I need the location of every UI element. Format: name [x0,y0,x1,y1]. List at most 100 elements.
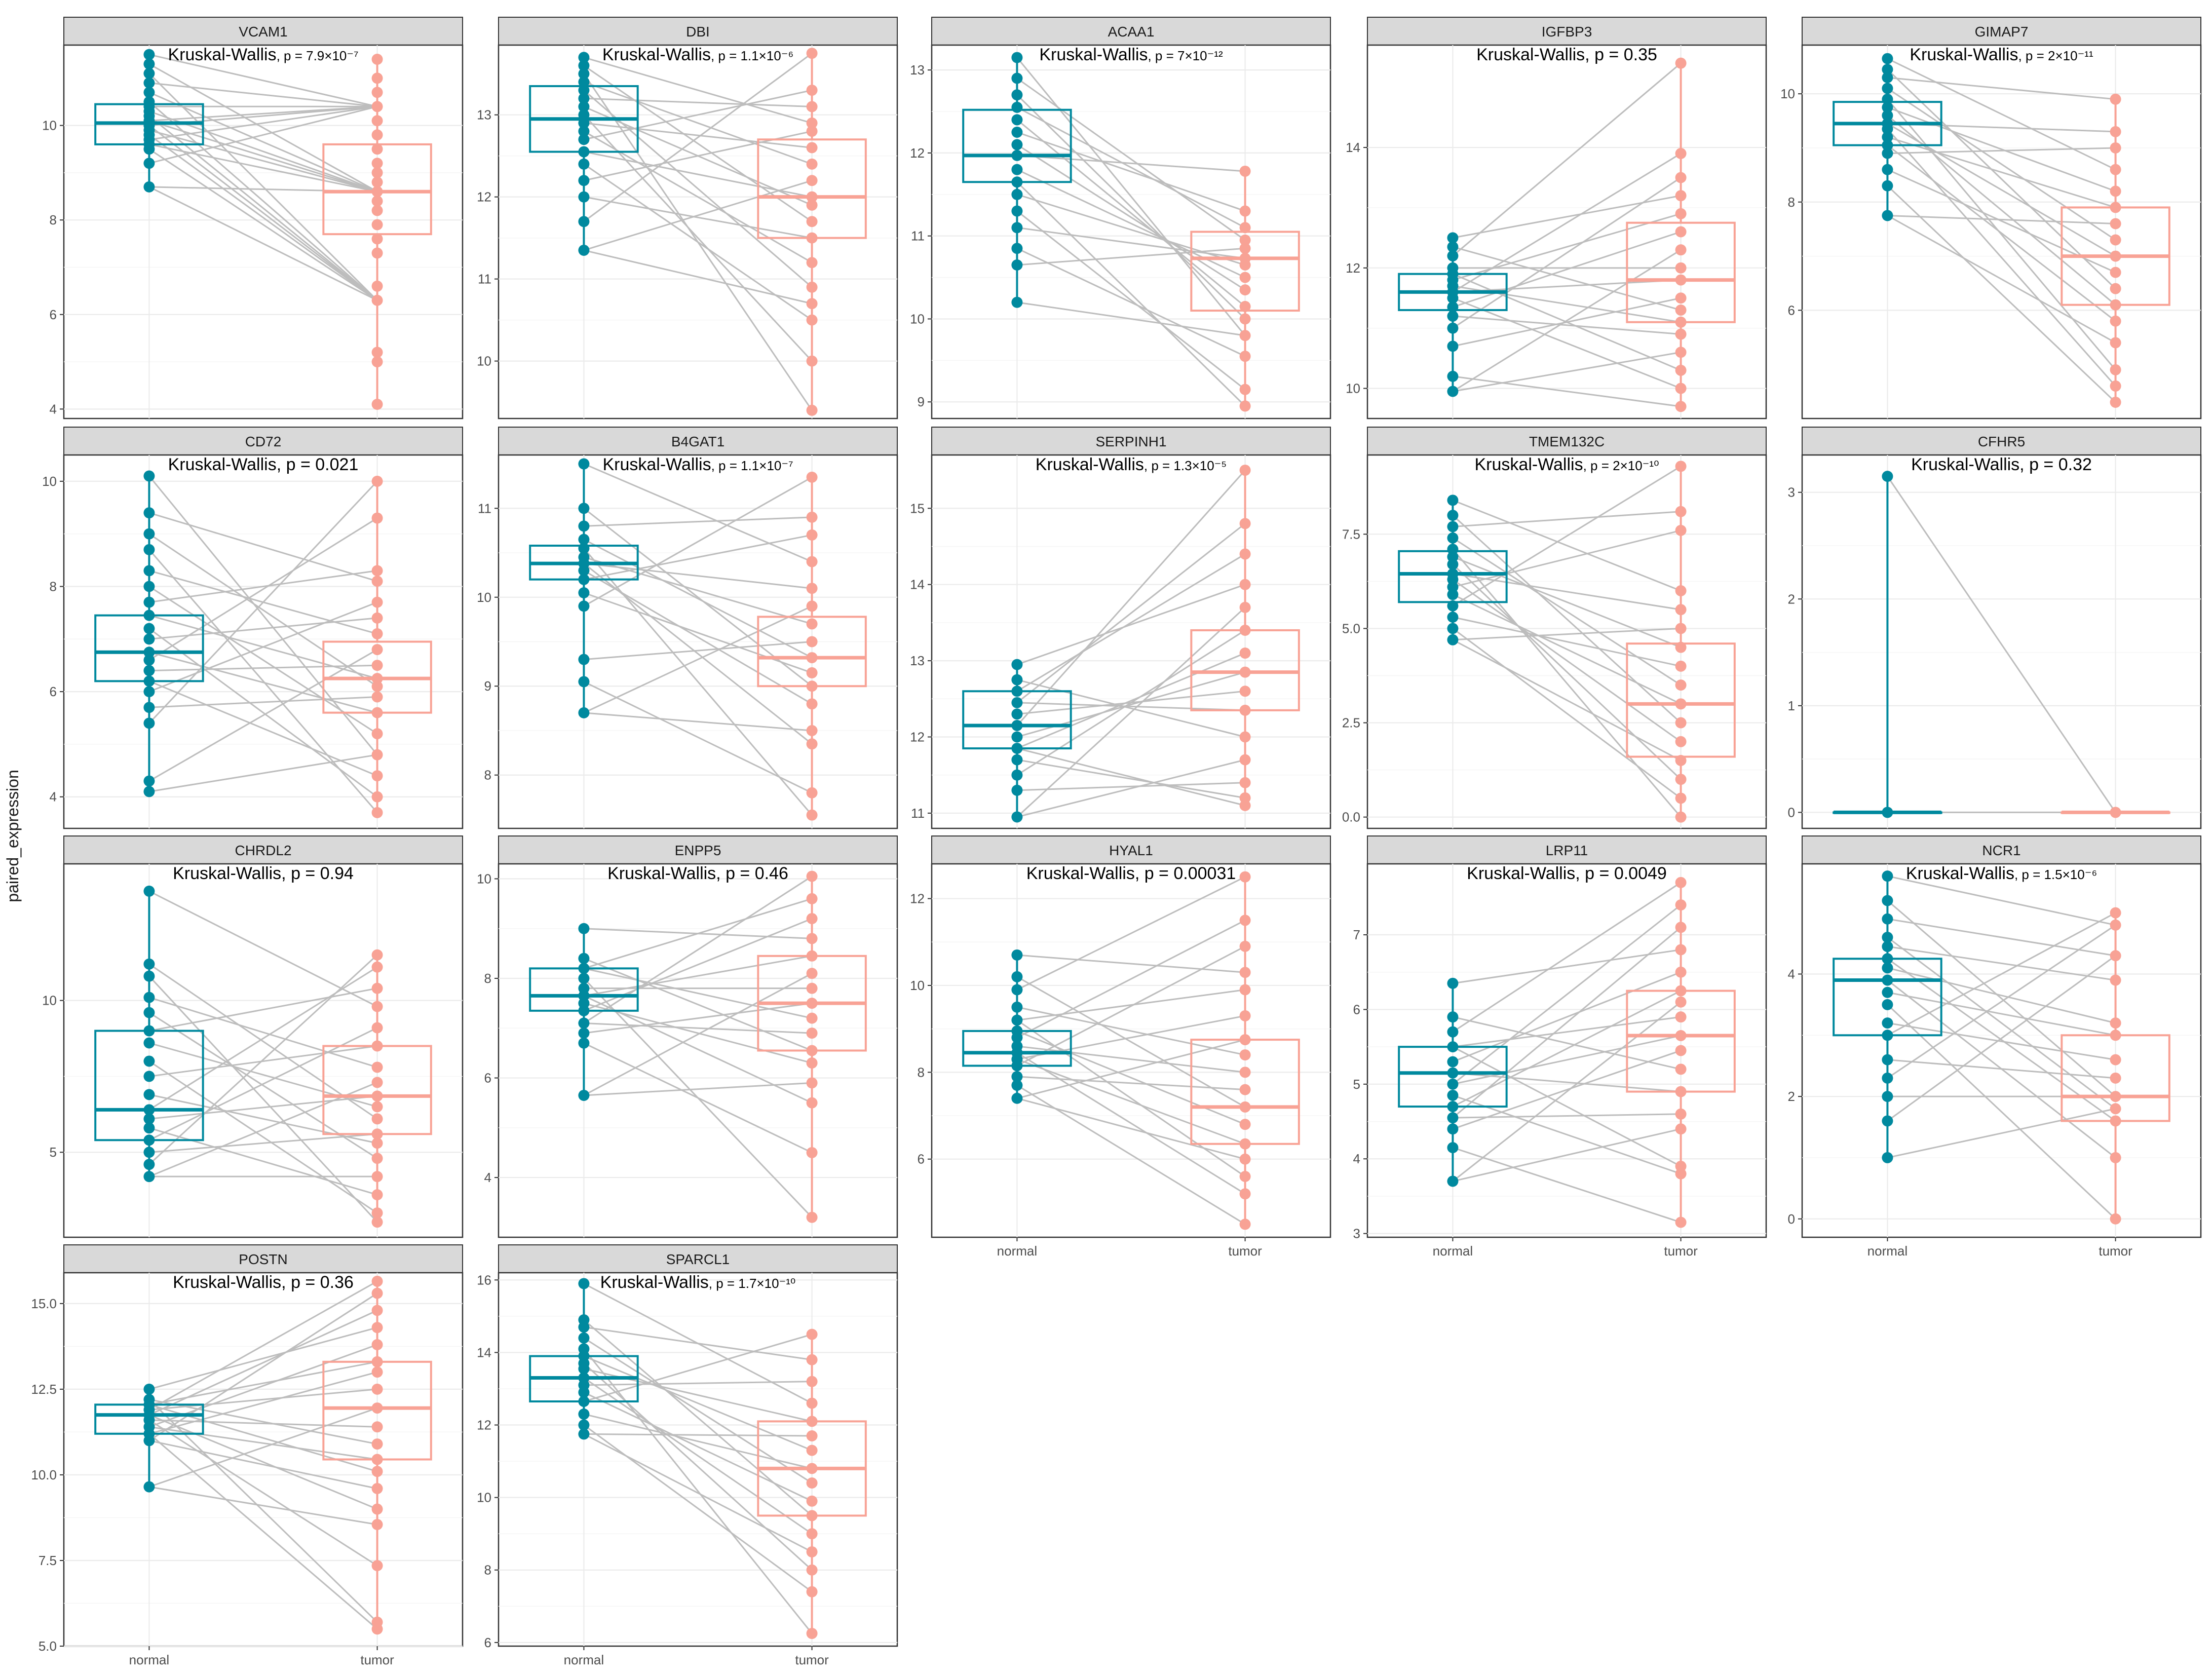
point-normal [578,953,590,964]
point-tumor [371,565,383,577]
point-tumor [2110,1017,2121,1029]
point-normal [578,520,590,532]
point-tumor [1675,792,1687,804]
point-tumor [371,1101,383,1113]
strip-header [63,835,463,864]
point-tumor [806,1477,818,1489]
y-tick-label: 10 [1346,381,1360,396]
pair-line [583,130,813,263]
point-tumor [2110,267,2121,278]
point-tumor [1675,461,1687,472]
point-normal [578,68,590,80]
point-tumor [1675,1216,1687,1228]
test-name: Kruskal-Wallis [1906,864,2014,883]
p-value: , p = 7×10⁻¹² [1148,48,1223,63]
point-tumor [1675,190,1687,202]
point-normal [1882,118,1893,129]
pair-line [1017,247,1245,266]
test-name: Kruskal-Wallis [600,1273,709,1292]
pair-line [583,463,813,562]
y-tick-label: 2.5 [1342,715,1360,731]
pair-line [148,134,378,301]
point-tumor [1239,754,1251,766]
y-tick-label: 6 [484,1635,491,1650]
pair-line [584,56,812,124]
point-normal [143,654,155,666]
p-value: , p = 0.35 [1585,45,1657,64]
point-tumor [371,1077,383,1088]
pair-line [584,1381,812,1386]
point-tumor [1675,811,1687,823]
point-tumor [371,1454,383,1465]
point-normal [578,1372,590,1384]
point-tumor [806,667,818,678]
point-tumor [371,72,383,84]
x-tick-label: tumor [360,1652,394,1667]
point-tumor [371,247,383,259]
point-normal [578,1028,590,1039]
test-annotation: Kruskal-Wallis, p = 0.00031 [1026,864,1236,883]
pair-line [148,186,378,301]
point-normal [1011,72,1023,84]
pair-line [148,63,378,193]
panel-postn: POSTN 5.0 7.5 10.0 12.5 15.0 Kruskal-Wallis, p… [31,1244,464,1667]
y-tick-label: 10 [477,590,491,605]
point-tumor [371,1383,383,1395]
point-tumor [371,1113,383,1125]
point-tumor [806,1546,818,1557]
point-normal [578,574,590,585]
pair-line [148,148,378,301]
strip-title: VCAM1 [239,24,287,40]
point-tumor [806,355,818,367]
pair-line [1016,247,1246,357]
pair-line [1016,119,1246,308]
pair-line [583,1337,813,1484]
point-normal [578,503,590,514]
point-tumor [806,1077,818,1089]
pair-line [1453,529,1681,588]
point-normal [1882,807,1893,818]
point-normal [1882,147,1893,159]
pair-line [1016,1019,1246,1177]
panel-background [1801,863,2202,1238]
point-normal [1882,941,1893,953]
strip-title: HYAL1 [1109,843,1153,858]
y-tick-label: 1 [1788,698,1795,713]
strip-header [498,835,898,864]
point-normal [143,970,155,982]
point-normal [143,158,155,169]
pair-line [148,1060,378,1214]
point-tumor [371,1216,383,1228]
test-annotation: Kruskal-Wallis, p = 0.94 [173,864,354,883]
test-annotation: Kruskal-Wallis, p = 1.7×10⁻¹⁰ [600,1273,796,1292]
point-normal [1882,180,1893,192]
pair-line [583,1348,813,1634]
panel-chrdl2: CHRDL2 5 10 Kruskal-Wallis, p = 0.94 [42,835,464,1238]
point-tumor [1675,401,1687,412]
point-tumor [2110,380,2121,392]
point-tumor [1675,292,1687,304]
x-tick-label: normal [997,1243,1037,1259]
point-tumor [371,356,383,368]
test-name: Kruskal-Wallis [168,45,276,64]
y-tick-label: 8 [484,1563,491,1578]
pair-line [583,548,813,816]
point-normal [143,1171,155,1183]
point-normal [578,1419,590,1431]
y-tick-label: 5 [50,1145,57,1160]
point-normal [1011,811,1023,823]
pair-line [584,97,812,107]
point-normal [143,544,155,555]
pair-line [1452,231,1682,308]
point-tumor [371,115,383,127]
point-tumor [806,1397,818,1409]
point-tumor [806,216,818,227]
point-tumor [371,399,383,410]
y-tick-label: 6 [918,1152,925,1167]
pair-line [1016,194,1246,266]
test-name: Kruskal-Wallis [1475,455,1583,474]
point-normal [1882,895,1893,906]
pair-line [1452,990,1682,1108]
pair-line [148,1419,378,1567]
